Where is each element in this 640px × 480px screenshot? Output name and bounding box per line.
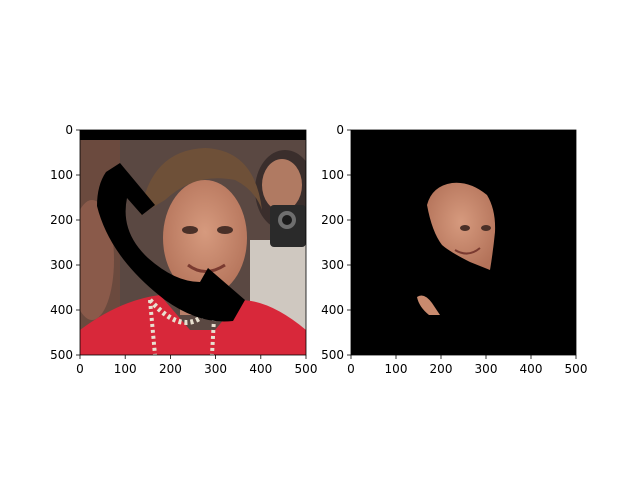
left-xtick-label-4: 400 (249, 362, 272, 376)
left-xtick-label-5: 500 (295, 362, 318, 376)
left-xtick-label-2: 200 (159, 362, 182, 376)
chin-fragment (417, 295, 440, 315)
right-ytick-label-5: 500 (321, 348, 344, 362)
face (163, 180, 247, 296)
right-xtick-label-1: 100 (385, 362, 408, 376)
left-xtick-label-3: 300 (204, 362, 227, 376)
right-ytick-label-2: 200 (321, 213, 344, 227)
right-ytick-label-3: 300 (321, 258, 344, 272)
right-image-panel (351, 130, 576, 355)
right-xtick-label-5: 500 (565, 362, 588, 376)
left-ytick-label-5: 500 (50, 348, 73, 362)
right-ytick-label-1: 100 (321, 168, 344, 182)
right-xtick-label-4: 400 (520, 362, 543, 376)
top-mask-strip (80, 130, 306, 140)
left-xtick-label-0: 0 (76, 362, 84, 376)
left-ytick-label-4: 400 (50, 303, 73, 317)
hair (140, 148, 262, 215)
red-jacket (80, 295, 306, 355)
left-ytick-label-3: 300 (50, 258, 73, 272)
phone-mask (97, 163, 245, 322)
right-ytick-label-0: 0 (336, 123, 344, 137)
left-ytick-label-0: 0 (65, 123, 73, 137)
camera-operator-head (262, 159, 302, 211)
right-xtick-label-2: 200 (430, 362, 453, 376)
right-xtick-label-0: 0 (347, 362, 355, 376)
left-image-panel (80, 130, 306, 355)
left-ytick-label-1: 100 (50, 168, 73, 182)
left-ytick-label-2: 200 (50, 213, 73, 227)
left-xtick-label-1: 100 (114, 362, 137, 376)
right-ytick-label-4: 400 (321, 303, 344, 317)
left-axes-frame (79, 129, 307, 356)
right-xtick-label-3: 300 (475, 362, 498, 376)
right-axes-frame (350, 129, 577, 356)
